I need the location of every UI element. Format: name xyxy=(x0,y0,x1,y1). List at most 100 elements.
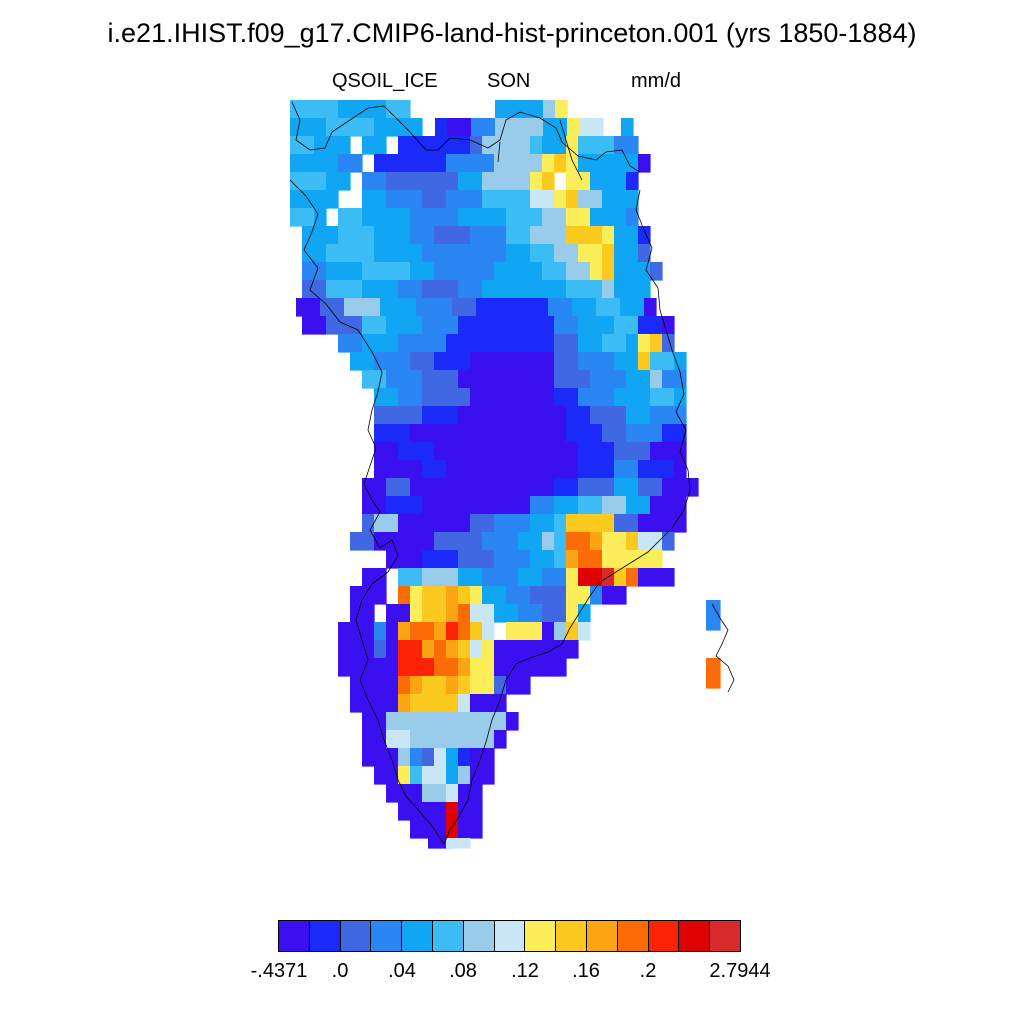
grid-cell xyxy=(470,712,483,731)
grid-cell xyxy=(542,190,555,209)
grid-cell xyxy=(530,586,543,605)
grid-cell xyxy=(482,352,495,371)
grid-cell xyxy=(554,424,567,443)
colorbar-tick-label: .12 xyxy=(511,960,539,982)
grid-cell xyxy=(410,550,423,569)
grid-cell xyxy=(446,316,459,335)
grid-cell xyxy=(410,190,423,209)
grid-cell xyxy=(362,622,375,641)
grid-cell xyxy=(326,226,339,245)
grid-cell xyxy=(386,118,399,137)
grid-cell xyxy=(470,370,483,389)
grid-cells xyxy=(290,100,721,849)
grid-cell xyxy=(374,730,387,749)
grid-cell xyxy=(578,226,591,245)
grid-cell xyxy=(326,100,339,119)
grid-cell xyxy=(518,388,531,407)
grid-cell xyxy=(506,442,519,461)
grid-cell xyxy=(482,154,495,173)
grid-cell xyxy=(434,820,447,839)
grid-cell xyxy=(350,676,363,695)
grid-cell xyxy=(470,802,483,821)
grid-cell xyxy=(626,370,639,389)
grid-cell xyxy=(458,478,471,497)
grid-cell xyxy=(458,568,471,587)
grid-cell xyxy=(386,712,399,731)
grid-cell xyxy=(554,226,567,245)
grid-cell xyxy=(374,352,387,371)
grid-cell xyxy=(518,154,531,173)
grid-cell xyxy=(452,298,465,317)
grid-cell xyxy=(530,190,543,209)
grid-cell xyxy=(488,298,501,317)
grid-cell xyxy=(410,136,423,155)
grid-cell xyxy=(566,334,579,353)
grid-cell xyxy=(494,208,507,227)
grid-cell xyxy=(662,568,675,587)
grid-cell xyxy=(506,712,519,731)
grid-cell xyxy=(338,244,351,263)
grid-cell xyxy=(434,316,447,335)
grid-cell xyxy=(398,712,411,731)
grid-cell xyxy=(530,244,543,263)
grid-cell xyxy=(470,730,483,749)
grid-cell xyxy=(446,820,459,839)
grid-cell xyxy=(422,460,435,479)
grid-cell xyxy=(374,244,387,263)
grid-cell xyxy=(362,208,375,227)
grid-cell xyxy=(494,712,507,731)
grid-cell xyxy=(578,316,591,335)
grid-cell xyxy=(602,406,615,425)
grid-cell xyxy=(386,424,399,443)
grid-cell xyxy=(338,334,351,353)
grid-cell xyxy=(434,604,447,623)
grid-cell xyxy=(446,352,459,371)
grid-cell xyxy=(338,316,351,335)
grid-cell xyxy=(494,316,507,335)
grid-cell xyxy=(578,388,591,407)
grid-cell xyxy=(706,600,721,631)
grid-cell xyxy=(578,136,591,155)
grid-cell xyxy=(554,532,567,551)
grid-cell xyxy=(554,478,567,497)
grid-cell xyxy=(446,190,459,209)
grid-cell xyxy=(542,136,555,155)
grid-cell xyxy=(398,208,411,227)
grid-cell xyxy=(398,802,411,821)
grid-cell xyxy=(350,316,363,335)
grid-cell xyxy=(302,154,315,173)
grid-cell xyxy=(338,208,351,227)
grid-cell xyxy=(530,280,543,299)
grid-cell xyxy=(338,100,351,119)
grid-cell xyxy=(554,514,567,533)
grid-cell xyxy=(446,334,459,353)
coastline-segment xyxy=(559,119,583,181)
grid-cell xyxy=(434,280,447,299)
grid-cell xyxy=(398,136,411,155)
grid-cell xyxy=(458,550,471,569)
grid-cell xyxy=(650,460,663,479)
grid-cell xyxy=(422,712,435,731)
grid-cell xyxy=(374,190,387,209)
grid-cell xyxy=(542,532,555,551)
grid-cell xyxy=(428,298,441,317)
grid-cell xyxy=(506,370,519,389)
grid-cell xyxy=(434,352,447,371)
grid-cell xyxy=(482,658,495,677)
grid-cell xyxy=(590,550,603,569)
grid-cell xyxy=(506,334,519,353)
grid-cell xyxy=(422,586,435,605)
grid-cell xyxy=(362,748,375,767)
grid-cell xyxy=(518,514,531,533)
grid-cell xyxy=(470,352,483,371)
grid-cell xyxy=(518,568,531,587)
grid-cell xyxy=(590,442,603,461)
grid-cell xyxy=(674,460,687,479)
grid-cell xyxy=(458,748,471,767)
grid-cell xyxy=(446,532,459,551)
grid-cell xyxy=(458,424,471,443)
grid-cell xyxy=(410,622,423,641)
grid-cell xyxy=(626,514,639,533)
grid-cell xyxy=(602,154,615,173)
grid-cell xyxy=(626,244,639,263)
